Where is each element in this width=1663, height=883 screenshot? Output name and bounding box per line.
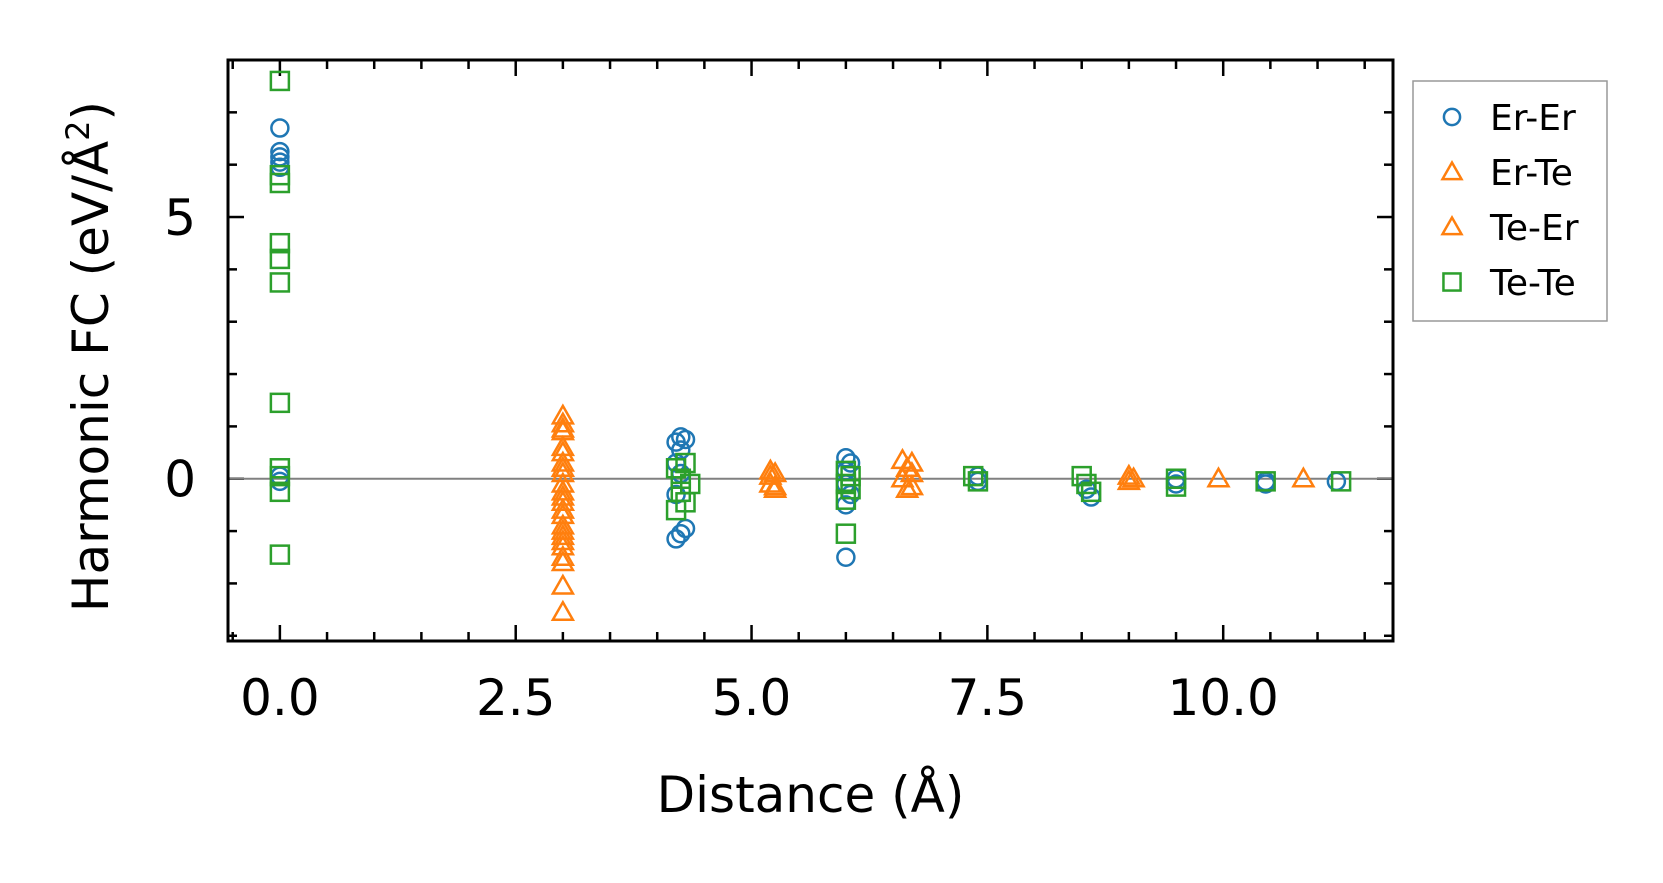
data-point-te-er [899, 450, 925, 472]
data-point-te-te [840, 478, 861, 500]
x-axis-label: Distance (Å) [657, 766, 965, 824]
data-point-er-er [836, 547, 856, 568]
data-point-te-te [269, 272, 291, 293]
data-point-er-er [270, 152, 290, 172]
x-tick-label: 2.5 [476, 669, 556, 727]
data-point-er-te [1206, 466, 1231, 488]
legend: Er-Er Er-Te Te-Er Te-Te [1412, 80, 1608, 322]
data-point-te-er [550, 434, 576, 457]
data-point-te-er [899, 460, 925, 483]
y-axis-label-superscript: 2 [59, 120, 97, 140]
legend-marker [1442, 107, 1462, 127]
y-axis-label: Harmonic FC (eV/Å2) [59, 101, 120, 612]
legend-label: Te-Te [1489, 263, 1576, 304]
data-point-te-te [1080, 481, 1102, 503]
data-point-te-te [675, 452, 696, 474]
data-point-er-er [675, 429, 696, 450]
data-point-te-er [550, 549, 576, 572]
data-point-te-te [1165, 476, 1187, 497]
data-point-er-te [550, 523, 576, 546]
legend-label: Te-Er [1489, 208, 1579, 249]
x-tick-label: 0.0 [240, 669, 320, 727]
data-point-er-te [758, 458, 783, 480]
data-point-er-er [270, 141, 290, 162]
data-point-te-er [550, 484, 576, 506]
legend-label: Er-Te [1490, 153, 1573, 194]
data-point-er-er [666, 529, 686, 549]
data-point-te-te [835, 523, 857, 544]
data-point-te-te [665, 499, 687, 521]
x-tick-label: 7.5 [948, 669, 1028, 727]
data-point-er-te [758, 471, 783, 493]
data-point-te-te [269, 248, 291, 270]
data-point-te-er [550, 518, 576, 540]
data-point-er-er [840, 484, 861, 505]
data-point-er-te [1116, 468, 1142, 491]
data-point-er-te [550, 411, 576, 433]
data-point-te-te [269, 481, 291, 503]
data-point-te-te [835, 473, 857, 495]
y-tick-label: 0 [164, 451, 196, 509]
data-point-te-er [762, 460, 788, 483]
data-point-te-er [1291, 466, 1316, 488]
legend-label: Er-Er [1490, 98, 1576, 139]
data-point-te-te [269, 544, 291, 565]
data-point-te-er [1121, 466, 1146, 488]
plot-area-frame [226, 58, 1395, 643]
data-point-er-er [675, 518, 696, 539]
data-point-te-te [269, 172, 291, 194]
x-tick-labels: 0.0 2.5 5.0 7.5 10.0 [240, 669, 1279, 727]
y-axis-label-close: ) [62, 101, 120, 121]
data-point-te-er [550, 497, 576, 519]
data-point-te-te [962, 465, 984, 487]
data-point-er-te [550, 544, 576, 567]
data-point-er-te [550, 489, 576, 512]
tick-marks [228, 58, 1393, 641]
x-tick-label: 5.0 [712, 669, 792, 727]
y-axis-label-main: Harmonic FC (eV/Å [62, 141, 120, 612]
data-point-er-er [1326, 471, 1347, 492]
data-point-te-te [269, 70, 291, 92]
data-point-te-er [762, 474, 788, 496]
data-point-er-er [270, 118, 290, 138]
data-point-te-te [269, 392, 291, 414]
data-point-te-te [269, 232, 291, 254]
data-point-te-er [550, 455, 576, 478]
data-point-er-er [671, 523, 691, 544]
y-tick-labels: 05 [164, 189, 196, 509]
legend-marker [1442, 272, 1462, 292]
data-point-te-te [967, 471, 989, 492]
data-point-er-te [1116, 463, 1142, 485]
data-point-te-er [550, 573, 576, 595]
data-point-te-te [269, 465, 291, 487]
data-points [269, 70, 1352, 621]
data-point-te-er [550, 529, 576, 551]
legend-marker [1440, 159, 1464, 181]
data-point-te-te [1255, 471, 1276, 492]
data-point-te-er [899, 474, 925, 496]
data-point-er-te [550, 450, 576, 472]
data-point-te-te [1330, 471, 1352, 492]
data-point-er-te [762, 476, 788, 498]
y-tick-label: 5 [164, 189, 196, 247]
legend-marker [1440, 214, 1464, 236]
x-tick-label: 10.0 [1168, 669, 1279, 727]
data-point-er-te [895, 476, 920, 498]
data-point-te-er [550, 599, 576, 621]
data-point-te-te [835, 489, 857, 510]
